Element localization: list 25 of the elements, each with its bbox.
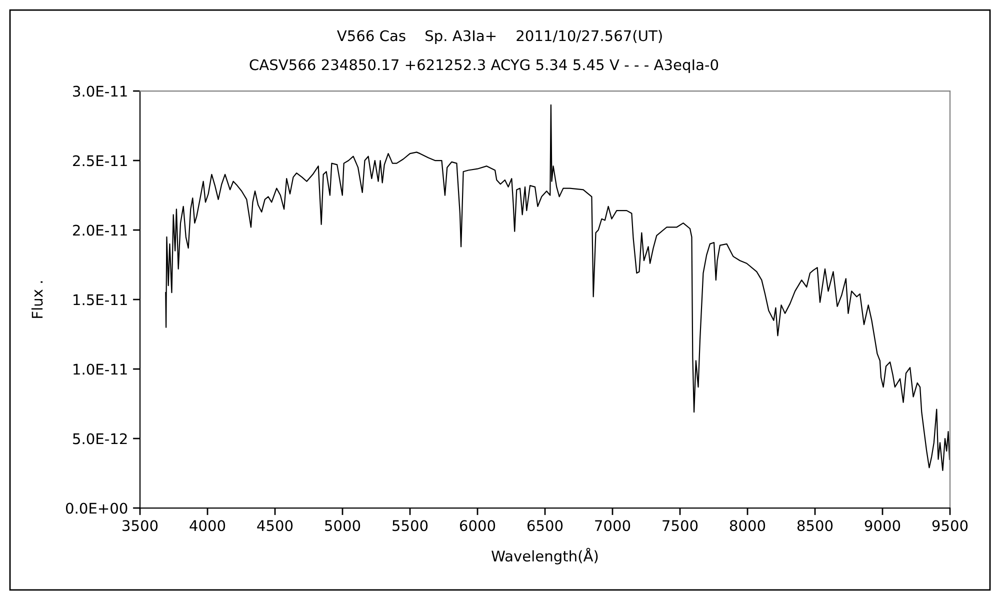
- y-axis-title: Flux .: [31, 281, 43, 318]
- y-tick-label: 0.0E+00: [66, 502, 128, 514]
- x-axis-title: Wavelength(Å): [492, 548, 598, 564]
- y-tick-label: 2.5E-11: [73, 155, 127, 166]
- x-tick-label: 5500: [392, 520, 428, 532]
- chart-subtitle: CASV566 234850.17 +621252.3 ACYG 5.34 5.45 V - - - A3eqⅠa-0: [250, 59, 718, 74]
- x-tick-label: 7500: [662, 520, 698, 532]
- x-tick-label: 8500: [797, 520, 833, 532]
- x-tick-label: 9500: [932, 520, 968, 532]
- x-tick-label: 6000: [460, 520, 496, 532]
- x-tick-label: 4500: [257, 520, 293, 532]
- y-tick-label: 5.0E-12: [73, 433, 127, 444]
- y-tick-label: 3.0E-11: [73, 86, 127, 97]
- y-tick-label: 1.5E-11: [74, 294, 127, 306]
- x-tick-label: 4000: [190, 520, 226, 532]
- x-tick-label: 6500: [527, 520, 563, 532]
- y-tick-label: 1.0E-11: [74, 364, 127, 375]
- x-tick-label: 5000: [325, 520, 360, 532]
- x-tick-label: 8000: [730, 520, 766, 532]
- chart-title: V566 Cas Sp. A3Ⅰa+ 2011/10/27.567(UT): [337, 30, 662, 44]
- y-tick-label: 2.0E-11: [73, 224, 127, 236]
- x-tick-label: 7000: [595, 520, 630, 532]
- line-series: [165, 104, 950, 472]
- x-tick-label: 3500: [122, 520, 158, 532]
- x-tick-label: 9000: [864, 520, 900, 532]
